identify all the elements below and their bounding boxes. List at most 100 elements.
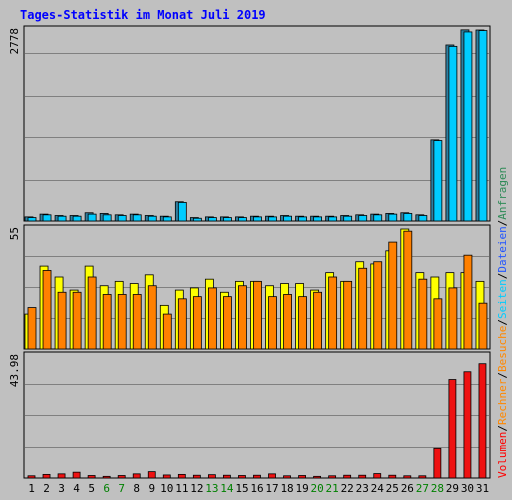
x-tick-label-day-14: 14 <box>220 482 234 495</box>
x-tick-label-day-21: 21 <box>326 482 339 495</box>
bar-volume-volumen-day-13 <box>207 474 216 479</box>
bar-hits-files-dateien-day-4 <box>72 215 82 222</box>
bar-volume-volumen-day-19 <box>298 475 306 479</box>
bar-volume-volumen-day-18 <box>283 475 291 479</box>
x-tick-label-day-5: 5 <box>88 482 95 495</box>
bar-volume-volumen-day-24 <box>373 473 382 479</box>
bar-pages-visits-besuche-day-20 <box>313 291 323 350</box>
bar-volume-volumen-day-27 <box>418 475 427 479</box>
bar-hits-files-dateien-day-17 <box>268 216 277 222</box>
x-tick-label-day-29: 29 <box>446 482 459 495</box>
bar-hits-files-dateien-day-28 <box>433 140 443 222</box>
x-tick-label-day-22: 22 <box>341 482 354 495</box>
bar-volume-volumen-day-6 <box>102 475 111 479</box>
legend-entry-4: Besuche <box>496 326 509 372</box>
legend-entry-1: / <box>496 425 509 432</box>
bar-hits-files-dateien-day-20 <box>313 216 323 222</box>
x-tick-label-day-11: 11 <box>175 482 188 495</box>
bar-pages-visits-besuche-day-1 <box>27 307 37 350</box>
bar-volume-volumen-day-5 <box>87 475 96 479</box>
bar-volume-volumen-day-22 <box>343 474 352 479</box>
bar-hits-files-dateien-day-18 <box>283 215 292 222</box>
bar-volume-volumen-day-31 <box>478 363 487 479</box>
bar-volume-volumen-day-28 <box>433 447 442 479</box>
bar-pages-visits-besuche-day-2 <box>42 270 52 350</box>
bar-pages-visits-besuche-day-22 <box>343 280 353 350</box>
bar-volume-volumen-day-16 <box>253 474 261 479</box>
bar-volume-volumen-day-10 <box>162 474 171 479</box>
bar-pages-visits-besuche-day-29 <box>448 287 458 350</box>
bar-pages-visits-besuche-day-17 <box>268 296 277 350</box>
bar-volume-volumen-day-15 <box>238 475 246 479</box>
legend-entry-2: Rechner <box>496 378 509 425</box>
ymax-label-hits-files: 2778 <box>8 28 21 55</box>
x-axis-labels: 1 2 3 4 5 6 7 8 9 10 11 12 13 14 15 16 17 18 19 20 21 22 23 24 2… <box>28 482 489 495</box>
bar-volume-volumen-day-14 <box>223 474 231 479</box>
x-tick-label-day-6: 6 <box>103 482 110 495</box>
bar-hits-files-dateien-day-26 <box>403 213 413 222</box>
bar-pages-visits-besuche-day-28 <box>433 298 443 350</box>
bar-pages-visits-besuche-day-13 <box>207 287 217 350</box>
legend-entry-6: Seiten <box>496 279 509 319</box>
x-tick-label-day-17: 17 <box>265 482 278 495</box>
ymax-label-volume: 43.98 <box>8 354 21 387</box>
bar-hits-files-dateien-day-2 <box>42 214 52 222</box>
bar-pages-visits-besuche-day-3 <box>57 291 67 350</box>
panel-bars <box>24 29 488 479</box>
bar-hits-files-dateien-day-29 <box>448 45 458 222</box>
bar-hits-files-dateien-day-21 <box>328 216 338 222</box>
bar-volume-volumen-day-1 <box>27 475 36 479</box>
bar-hits-files-dateien-day-22 <box>343 215 353 222</box>
bar-pages-visits-besuche-day-5 <box>87 276 97 350</box>
legend-entry-0: Volumen <box>496 432 509 478</box>
bar-volume-volumen-day-12 <box>192 474 201 479</box>
legend-entry-8: Dateien <box>496 226 509 272</box>
bar-volume-volumen-day-26 <box>403 475 412 479</box>
bar-pages-visits-besuche-day-26 <box>403 230 413 350</box>
x-tick-label-day-1: 1 <box>28 482 35 495</box>
panel-frame-hits-files <box>23 25 491 222</box>
bar-hits-files-dateien-day-11 <box>177 202 187 222</box>
x-tick-label-day-13: 13 <box>205 482 218 495</box>
bar-pages-visits-besuche-day-25 <box>388 241 398 350</box>
bar-hits-files-dateien-day-5 <box>87 213 97 222</box>
y-max-labels: 2778 55 43.98 <box>8 28 21 387</box>
bar-pages-visits-besuche-day-19 <box>298 296 307 350</box>
side-legend-group: Volumen/Rechner/Besuche/Seiten/Dateien/A… <box>496 167 509 478</box>
bar-volume-volumen-day-8 <box>132 473 141 479</box>
bar-hits-files-dateien-day-30 <box>463 31 473 222</box>
bar-pages-visits-besuche-day-4 <box>72 291 82 350</box>
bar-pages-visits-besuche-day-23 <box>358 267 368 350</box>
chart-title: Tages-Statistik im Monat Juli 2019 <box>20 8 266 22</box>
bar-hits-files-dateien-day-24 <box>373 214 383 222</box>
x-tick-label-day-23: 23 <box>356 482 369 495</box>
bar-pages-visits-besuche-day-27 <box>418 278 428 350</box>
x-tick-label-day-16: 16 <box>250 482 263 495</box>
bar-volume-volumen-day-7 <box>117 475 126 479</box>
legend-entry-7: / <box>496 273 509 280</box>
x-tick-label-day-7: 7 <box>118 482 125 495</box>
bar-hits-files-dateien-day-16 <box>253 216 262 222</box>
bar-pages-visits-besuche-day-24 <box>373 261 383 350</box>
x-tick-label-day-27: 27 <box>416 482 429 495</box>
bar-pages-visits-besuche-day-30 <box>463 254 473 350</box>
x-tick-label-day-3: 3 <box>58 482 65 495</box>
bar-pages-visits-besuche-day-14 <box>223 296 232 350</box>
bar-pages-visits-besuche-day-6 <box>102 294 112 350</box>
legend-entry-3: / <box>496 372 509 379</box>
bar-pages-visits-besuche-day-9 <box>147 285 157 350</box>
bar-volume-volumen-day-4 <box>72 471 81 479</box>
bar-hits-files-dateien-day-7 <box>117 215 127 222</box>
bar-volume-volumen-day-30 <box>463 371 472 479</box>
x-tick-label-day-31: 31 <box>476 482 489 495</box>
bar-pages-visits-besuche-day-8 <box>132 294 142 350</box>
bar-hits-files-dateien-day-10 <box>162 216 172 222</box>
side-legend: Volumen/Rechner/Besuche/Seiten/Dateien/A… <box>496 167 509 478</box>
x-tick-label-day-28: 28 <box>431 482 444 495</box>
bar-hits-files-dateien-day-19 <box>298 216 307 222</box>
ymax-label-pages-visits: 55 <box>8 227 21 240</box>
bar-pages-visits-besuche-day-15 <box>238 285 247 350</box>
x-tick-label-day-24: 24 <box>371 482 385 495</box>
bar-hits-files-dateien-day-31 <box>478 30 488 222</box>
